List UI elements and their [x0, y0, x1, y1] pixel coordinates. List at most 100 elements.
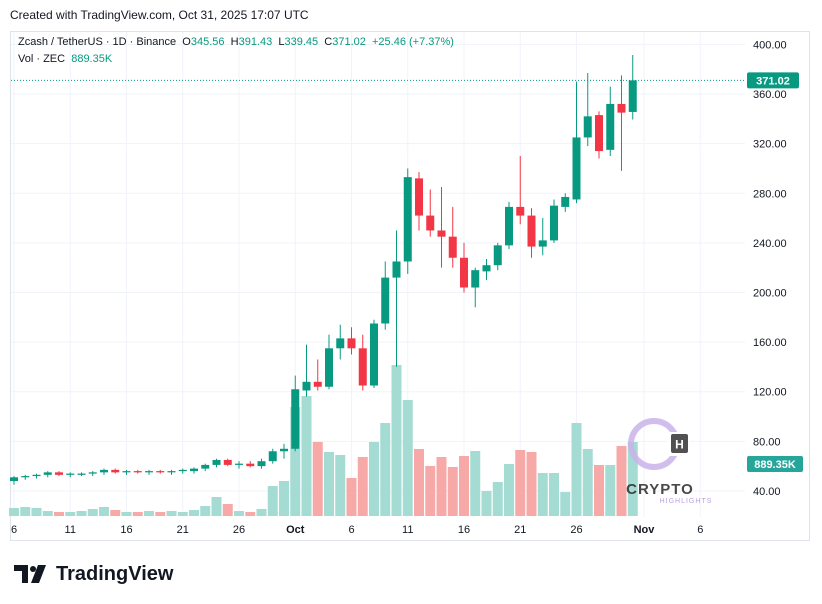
candle-body	[55, 472, 63, 475]
last-volume-value: 889.35K	[754, 459, 796, 471]
candle-body	[280, 448, 288, 452]
volume-bar	[155, 512, 166, 516]
candle-body	[291, 389, 300, 449]
candle-body	[358, 348, 367, 386]
volume-legend[interactable]: Vol · ZEC 889.35K	[18, 53, 112, 65]
y-tick-label: 200.00	[753, 287, 787, 299]
volume-bar	[414, 449, 424, 516]
volume-bar	[459, 456, 469, 516]
y-tick-label: 120.00	[753, 387, 787, 399]
candle-body	[313, 381, 322, 387]
volume-bar	[515, 450, 526, 516]
time-axis: 6 11 16 21 26 Oct 6 11 16 21 26 Nov 6	[11, 524, 703, 536]
volume-bar	[447, 467, 458, 516]
volume-bar	[54, 512, 64, 516]
x-tick-label: 6	[11, 524, 17, 536]
ohlc-legend[interactable]: Zcash / TetherUS · 1D · Binance O345.56 …	[18, 36, 454, 48]
last-price-value: 371.02	[756, 75, 790, 87]
candle-body	[178, 469, 187, 472]
candle-body	[606, 103, 615, 150]
candle-body	[302, 381, 311, 391]
candle-body	[583, 116, 592, 138]
volume-bar	[177, 512, 188, 516]
price-axis: 40.00 80.00 120.00 160.00 200.00 240.00 280.00…	[753, 39, 787, 498]
volume-bar	[605, 465, 616, 516]
volume-bar	[402, 400, 413, 516]
candle-body	[538, 240, 547, 247]
volume-bar	[425, 466, 436, 516]
volume-bar	[616, 446, 627, 516]
candle-body	[268, 451, 277, 462]
candle-body	[572, 137, 581, 200]
candle-body	[471, 270, 480, 288]
volume-bar	[357, 457, 368, 516]
candle-body	[550, 205, 558, 241]
volume-bar	[301, 396, 312, 516]
high-label: H	[230, 36, 239, 48]
volume-bar	[87, 509, 98, 516]
y-tick-label: 240.00	[753, 238, 787, 250]
volume-bar	[436, 457, 447, 516]
candle-body	[403, 177, 412, 262]
volume-bar	[222, 504, 233, 516]
candle-body	[111, 469, 120, 473]
volume-bar	[110, 510, 121, 516]
candle-body	[628, 80, 637, 112]
volume-value: 889.35K	[71, 53, 113, 65]
change-value: +25.46 (+7.37%)	[372, 36, 454, 48]
y-tick-label: 320.00	[753, 139, 787, 151]
low-label: L	[278, 36, 285, 48]
x-tick-label: 11	[65, 524, 76, 536]
y-tick-label: 40.00	[753, 486, 781, 498]
tradingview-logo[interactable]: TradingView	[14, 560, 173, 588]
candle-body	[212, 459, 221, 465]
candle-body	[21, 476, 30, 478]
tradingview-logo-icon	[14, 565, 46, 583]
volume-bar	[42, 511, 53, 516]
volume-bar	[31, 508, 42, 516]
candle-body	[88, 472, 97, 474]
candle-body	[77, 473, 86, 475]
volume-bar	[526, 452, 537, 516]
symbol-title: Zcash / TetherUS · 1D · Binance	[18, 36, 177, 48]
volume-tag: 889.35K	[747, 456, 803, 472]
candle-body	[617, 103, 626, 113]
candle-body	[122, 471, 131, 473]
volume-bar	[9, 508, 19, 516]
close-label: C	[324, 36, 333, 48]
chart-frame[interactable]	[10, 31, 810, 541]
x-tick-label: 26	[570, 524, 582, 536]
x-tick-label: 16	[458, 524, 470, 536]
x-tick-label: 16	[120, 524, 132, 536]
candle-body	[43, 472, 52, 475]
candle-body	[493, 245, 502, 266]
volume-bar	[121, 512, 132, 516]
candle-body	[133, 471, 142, 473]
volume-label: Vol · ZEC	[18, 53, 66, 65]
volume-bar	[627, 442, 638, 516]
volume-bar	[132, 512, 143, 516]
volume-bar	[335, 455, 346, 516]
candle-body	[325, 348, 333, 387]
volume-bar	[560, 492, 571, 516]
candle-body	[100, 469, 108, 473]
volume-bar	[256, 509, 267, 516]
volume-bar	[369, 442, 379, 516]
y-tick-label: 160.00	[753, 337, 787, 349]
x-tick-label: 6	[348, 524, 354, 536]
watermark-word: CRYPTO	[626, 481, 694, 498]
volume-bar	[20, 507, 31, 516]
x-tick-label: 26	[233, 524, 245, 536]
volume-bar	[65, 512, 76, 516]
volume-bar	[470, 451, 481, 516]
volume-bar	[312, 442, 323, 516]
volume-bar	[267, 486, 278, 516]
x-tick-label: 6	[697, 524, 703, 536]
candle-body	[460, 257, 468, 288]
candle-body	[426, 215, 435, 231]
x-tick-label: 21	[177, 524, 189, 536]
volume-bar	[582, 449, 593, 516]
volume-bar	[324, 452, 334, 516]
close-value: 371.02	[332, 36, 366, 48]
